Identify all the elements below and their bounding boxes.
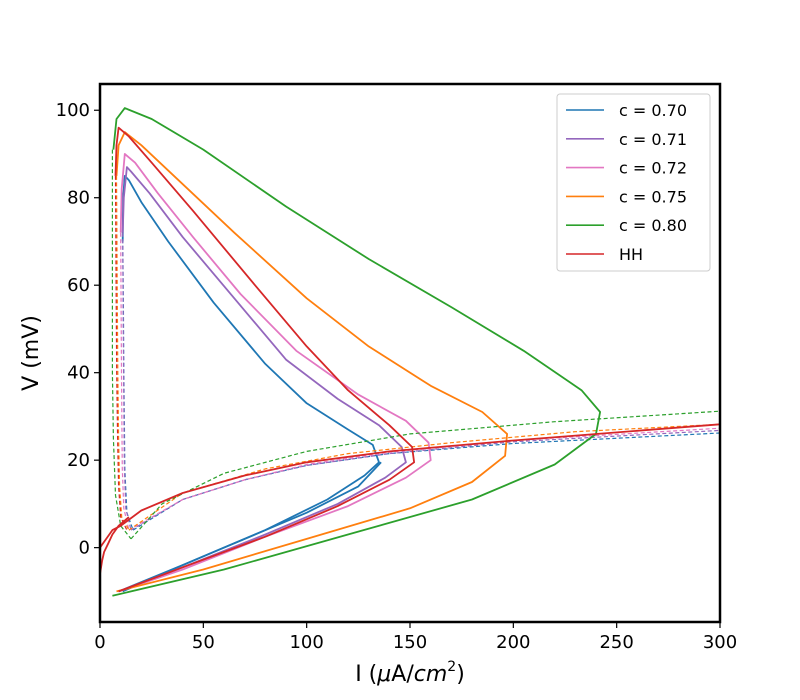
series-line-c-0-75-solid: [115, 131, 508, 593]
y-tick-label: 80: [67, 188, 90, 209]
y-axis-label: V (mV): [19, 315, 44, 391]
series-line-c-0-72-solid: [118, 153, 432, 593]
series-line-c-0-71-solid: [118, 166, 407, 593]
y-tick-label: 60: [67, 275, 90, 296]
legend-label-hh: HH: [619, 245, 643, 264]
x-tick-label: 50: [192, 632, 215, 653]
x-tick-label: 250: [599, 632, 633, 653]
series-line-c-0-72-dashed: [120, 232, 130, 531]
series-line-hh-solid_rest: [100, 423, 720, 549]
x-axis-label: I (μA/cm2): [355, 659, 465, 687]
legend-label-c-0-75: c = 0.75: [619, 187, 687, 206]
y-tick-label: 40: [67, 363, 90, 384]
series-line-c-0-75-dashed: [115, 175, 130, 531]
series-line-hh-solid: [114, 126, 415, 593]
series-line-hh-dashed: [114, 175, 128, 531]
series-line-c-0-71-dashed: [122, 232, 132, 531]
x-tick-label: 100: [289, 632, 323, 653]
series-line-c-0-70-solid: [118, 175, 380, 593]
legend-label-c-0-70: c = 0.70: [619, 101, 687, 120]
legend: c = 0.70 c = 0.71 c = 0.72 c = 0.75 c = 0.80…: [556, 93, 711, 272]
legend-label-c-0-72: c = 0.72: [619, 159, 687, 178]
y-tick-label: 20: [67, 450, 90, 471]
ticks-layer: 0 50 100 150 200 250 300 0 20 40 60 80 100: [56, 100, 738, 653]
series-line-hh-solid_rest2: [100, 516, 130, 575]
legend-label-c-0-71: c = 0.71: [619, 130, 687, 149]
series-line-c-0-80-solid: [112, 107, 601, 597]
x-tick-label: 0: [94, 632, 105, 653]
series-line-c-0-80-dashed: [111, 149, 132, 540]
y-tick-label: 100: [56, 100, 90, 121]
y-tick-label: 0: [79, 538, 90, 559]
x-tick-label: 300: [703, 632, 737, 653]
legend-label-c-0-80: c = 0.80: [619, 216, 687, 235]
x-tick-label: 200: [496, 632, 530, 653]
x-tick-label: 150: [393, 632, 427, 653]
series-layer: [100, 107, 720, 597]
series-line-c-0-80-dashed2: [130, 410, 720, 540]
